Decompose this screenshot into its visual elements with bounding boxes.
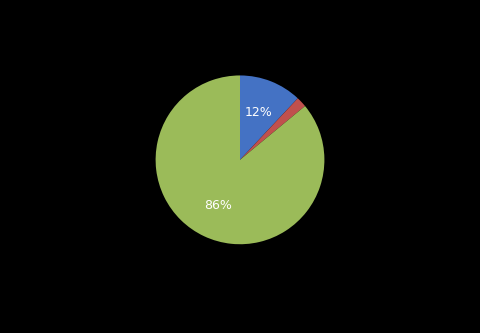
Text: 12%: 12% — [245, 106, 273, 119]
Wedge shape — [156, 76, 324, 244]
Wedge shape — [240, 98, 305, 160]
Text: 86%: 86% — [204, 199, 232, 212]
Wedge shape — [240, 76, 298, 160]
